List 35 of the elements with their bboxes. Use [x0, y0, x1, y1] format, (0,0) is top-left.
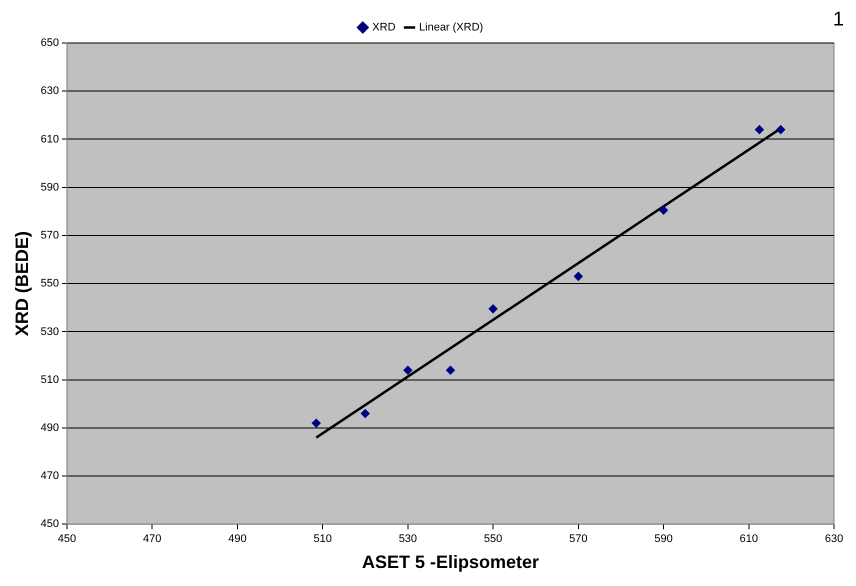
x-tick-label: 450 — [58, 532, 76, 545]
x-tick-label: 470 — [143, 532, 162, 545]
x-tick-label: 570 — [569, 532, 588, 545]
x-tick-label: 610 — [740, 532, 758, 545]
point — [360, 409, 370, 418]
y-tick-label: 450 — [40, 518, 59, 530]
x-tick-label: 550 — [484, 532, 502, 545]
y-tick-label: 650 — [40, 37, 59, 50]
y-tick-label: 530 — [40, 326, 59, 338]
point — [446, 366, 455, 375]
x-tick-label: 630 — [824, 532, 844, 545]
point — [574, 272, 583, 281]
text: 1 — [832, 8, 844, 31]
x-tick-label: 590 — [654, 532, 673, 545]
y-tick-label: 610 — [40, 133, 59, 146]
legend-label: XRD — [372, 22, 396, 34]
y-tick-label: 550 — [40, 278, 59, 290]
x-tick-label: 510 — [313, 532, 332, 545]
point — [776, 125, 786, 134]
y-tick-label: 490 — [40, 422, 59, 434]
y-tick-label: 570 — [40, 230, 59, 242]
x-tick-label: 490 — [228, 532, 247, 545]
point — [312, 418, 321, 428]
x-axis-title: ASET 5 -Elipsometer — [362, 552, 539, 572]
point — [403, 366, 412, 375]
legend-label: Linear (XRD) — [419, 22, 484, 34]
point — [754, 125, 764, 134]
y-tick-label: 470 — [40, 470, 59, 482]
point — [659, 206, 668, 215]
x-tick-label: 530 — [398, 532, 418, 545]
y-tick-label: 510 — [40, 374, 59, 386]
y-tick-label: 590 — [40, 181, 59, 194]
y-tick-label: 630 — [40, 85, 59, 98]
y-axis-title: XRD (BEDE) — [12, 231, 32, 336]
point — [488, 304, 498, 314]
